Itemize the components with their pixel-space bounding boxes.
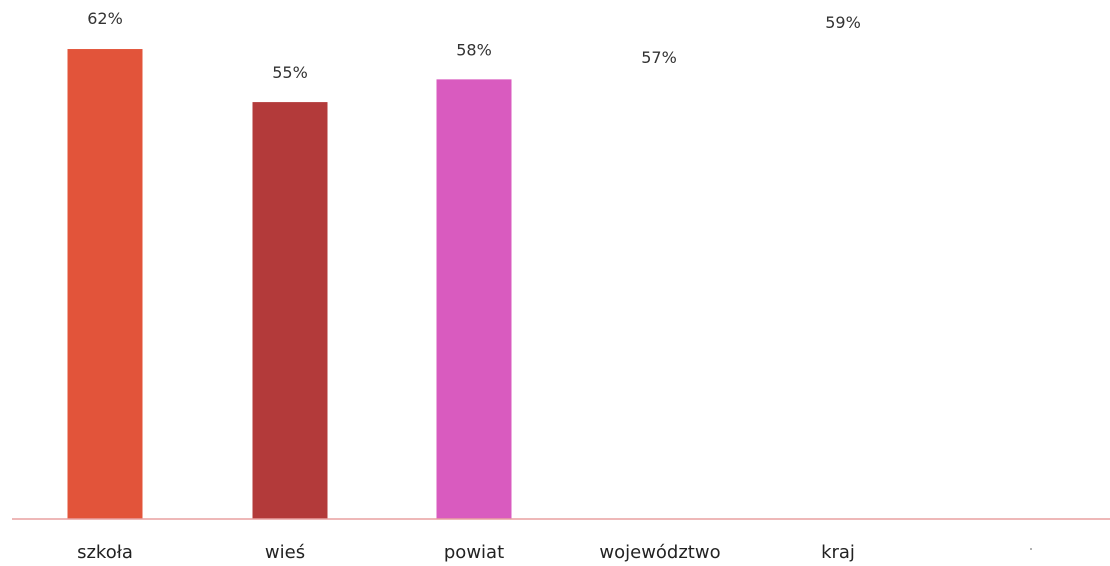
bars-group (67, 49, 512, 520)
value-label-1: 55% (272, 63, 308, 82)
category-label-1: wieś (265, 542, 305, 563)
category-labels-group: szkoła wieś powiat województwo kraj (77, 542, 855, 563)
value-label-3: 57% (641, 48, 677, 67)
bar-1 (252, 102, 328, 519)
category-label-4: kraj (821, 542, 855, 563)
category-label-3: województwo (599, 542, 720, 563)
value-label-4: 59% (825, 13, 861, 32)
bar-0 (67, 49, 143, 519)
bar-2 (436, 79, 512, 520)
value-label-0: 62% (87, 9, 123, 28)
stray-dot (1030, 548, 1032, 550)
value-labels-group: 62% 55% 58% 57% 59% (87, 9, 861, 82)
category-label-0: szkoła (77, 542, 133, 563)
category-label-2: powiat (444, 542, 504, 563)
value-label-2: 58% (456, 40, 492, 59)
